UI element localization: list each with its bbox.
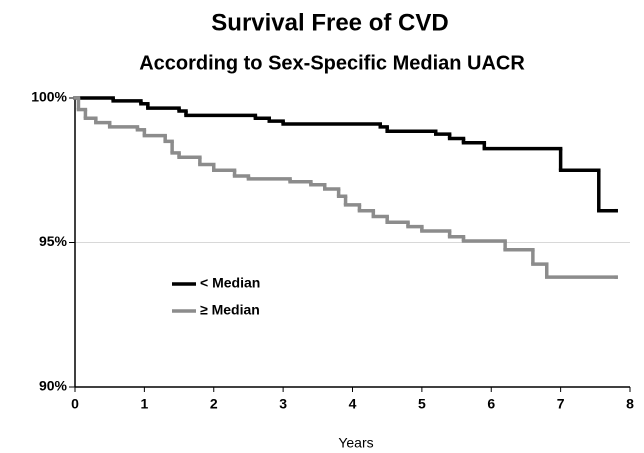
x-tick-label: 0 — [71, 396, 79, 412]
x-tick-label: 4 — [349, 396, 357, 412]
y-tick-label: 95% — [39, 233, 68, 249]
y-tick-label: 90% — [39, 378, 68, 394]
x-tick-label: 1 — [140, 396, 148, 412]
x-tick-label: 3 — [279, 396, 287, 412]
x-tick-label: 5 — [418, 396, 426, 412]
x-tick-label: 8 — [626, 396, 634, 412]
x-tick-label: 6 — [487, 396, 495, 412]
x-tick-label: 2 — [210, 396, 218, 412]
legend-label: < Median — [200, 275, 260, 291]
chart-subtitle: According to Sex-Specific Median UACR — [139, 52, 525, 74]
x-axis-label: Years — [338, 435, 373, 451]
y-tick-label: 100% — [31, 89, 67, 105]
chart-title: Survival Free of CVD — [211, 9, 448, 36]
legend-label: ≥ Median — [200, 302, 260, 318]
x-tick-label: 7 — [557, 396, 565, 412]
